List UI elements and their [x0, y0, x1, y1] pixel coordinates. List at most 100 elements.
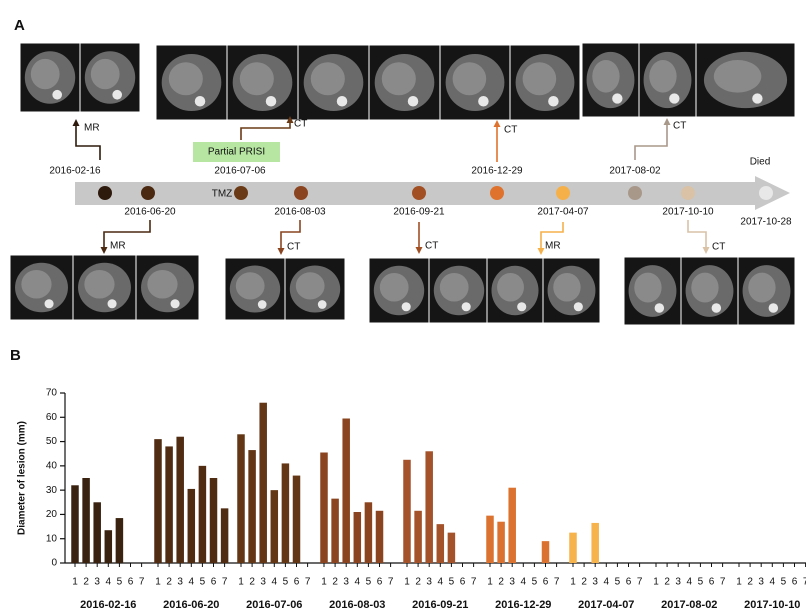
scan-spine	[266, 96, 277, 107]
x-tick-label: 3	[343, 577, 349, 588]
x-tick-label: 6	[294, 577, 300, 588]
bar	[199, 466, 207, 563]
panel-label: A	[14, 17, 25, 34]
scan-organ	[380, 273, 409, 302]
scan-spine	[669, 93, 679, 103]
timeline-dot	[98, 186, 112, 200]
scan-spine	[337, 96, 348, 107]
x-tick-label: 6	[626, 577, 632, 588]
drug-label: TMZ	[212, 189, 233, 200]
bar	[331, 499, 339, 563]
scan-organ	[296, 272, 325, 299]
event-date: 2017-08-02	[609, 166, 661, 177]
bar	[259, 403, 267, 563]
event-date: 2016-02-16	[49, 166, 101, 177]
event-date: 2016-09-21	[393, 207, 445, 218]
x-tick-label: 5	[283, 577, 289, 588]
x-tick-label: 1	[487, 577, 493, 588]
imaging-modality: CT	[425, 241, 438, 252]
x-tick-label: 3	[177, 577, 183, 588]
x-tick-label: 1	[404, 577, 410, 588]
y-tick-label: 20	[46, 509, 58, 520]
x-tick-label: 1	[736, 577, 742, 588]
bar	[320, 453, 328, 564]
bar	[282, 463, 290, 563]
timeline-dot	[141, 186, 155, 200]
scan-spine	[574, 302, 583, 311]
pointer-arrow	[635, 120, 667, 160]
x-tick-label: 2	[83, 577, 89, 588]
scan-organ	[714, 60, 762, 93]
x-tick-label: 4	[438, 577, 444, 588]
bar	[425, 451, 433, 563]
scan-spine	[171, 299, 180, 308]
bar	[188, 489, 196, 563]
y-tick-label: 10	[46, 533, 58, 544]
scan-spine	[655, 303, 665, 313]
bar	[210, 478, 218, 563]
timeline-dot	[759, 186, 773, 200]
x-tick-label: 4	[687, 577, 693, 588]
timeline-dot	[628, 186, 642, 200]
scan-organ	[497, 273, 524, 302]
x-tick-label: 4	[189, 577, 195, 588]
group-label: 2017-10-10	[744, 599, 800, 611]
bar	[365, 502, 373, 563]
x-tick-label: 6	[377, 577, 383, 588]
y-axis-title: Diameter of lesion (mm)	[17, 421, 28, 535]
scan-spine	[462, 302, 471, 311]
imaging-modality: MR	[545, 241, 561, 252]
arrow-head	[538, 248, 545, 255]
x-tick-label: 6	[543, 577, 549, 588]
bar	[221, 508, 229, 563]
scan-organ	[147, 270, 177, 299]
group-label: 2016-09-21	[412, 599, 468, 611]
x-tick-label: 2	[498, 577, 504, 588]
page: {"panel_a": {"label": "A", "treatment": …	[0, 0, 806, 612]
bar	[542, 541, 550, 563]
scan-organ	[91, 59, 120, 89]
x-tick-label: 5	[781, 577, 787, 588]
x-tick-label: 4	[355, 577, 361, 588]
bar	[342, 419, 350, 564]
bar	[376, 511, 384, 563]
scan-organ	[634, 273, 661, 303]
x-tick-label: 6	[211, 577, 217, 588]
scan-spine	[517, 302, 526, 311]
x-tick-label: 7	[471, 577, 477, 588]
scan-organ	[21, 270, 51, 299]
x-tick-label: 2	[664, 577, 670, 588]
x-tick-label: 6	[792, 577, 798, 588]
bar	[508, 488, 516, 563]
bar	[354, 512, 362, 563]
timeline-dot	[556, 186, 570, 200]
bar	[71, 485, 79, 563]
scan-organ	[523, 62, 557, 95]
imaging-modality: CT	[712, 242, 725, 253]
timeline-dot	[490, 186, 504, 200]
x-tick-label: 3	[94, 577, 100, 588]
scan-spine	[195, 96, 206, 107]
x-tick-label: 1	[321, 577, 327, 588]
imaging-modality: CT	[294, 119, 307, 130]
scan-spine	[112, 90, 122, 100]
imaging-modality: MR	[84, 123, 100, 134]
x-tick-label: 3	[592, 577, 598, 588]
x-tick-label: 4	[521, 577, 527, 588]
scan-organ	[240, 62, 274, 95]
event-date: 2016-12-29	[471, 166, 523, 177]
scan-organ	[592, 60, 619, 93]
scan-organ	[382, 62, 416, 95]
treatment-label: Partial PRISI	[208, 147, 265, 158]
x-tick-label: 5	[200, 577, 206, 588]
bar	[82, 478, 90, 563]
bar	[569, 533, 577, 563]
timeline-dot	[412, 186, 426, 200]
panel-label: B	[10, 347, 21, 364]
bar	[293, 476, 301, 563]
bar	[116, 518, 124, 563]
imaging-modality: MR	[110, 241, 126, 252]
y-tick-label: 70	[46, 388, 58, 399]
x-tick-label: 5	[615, 577, 621, 588]
bar	[486, 516, 494, 563]
